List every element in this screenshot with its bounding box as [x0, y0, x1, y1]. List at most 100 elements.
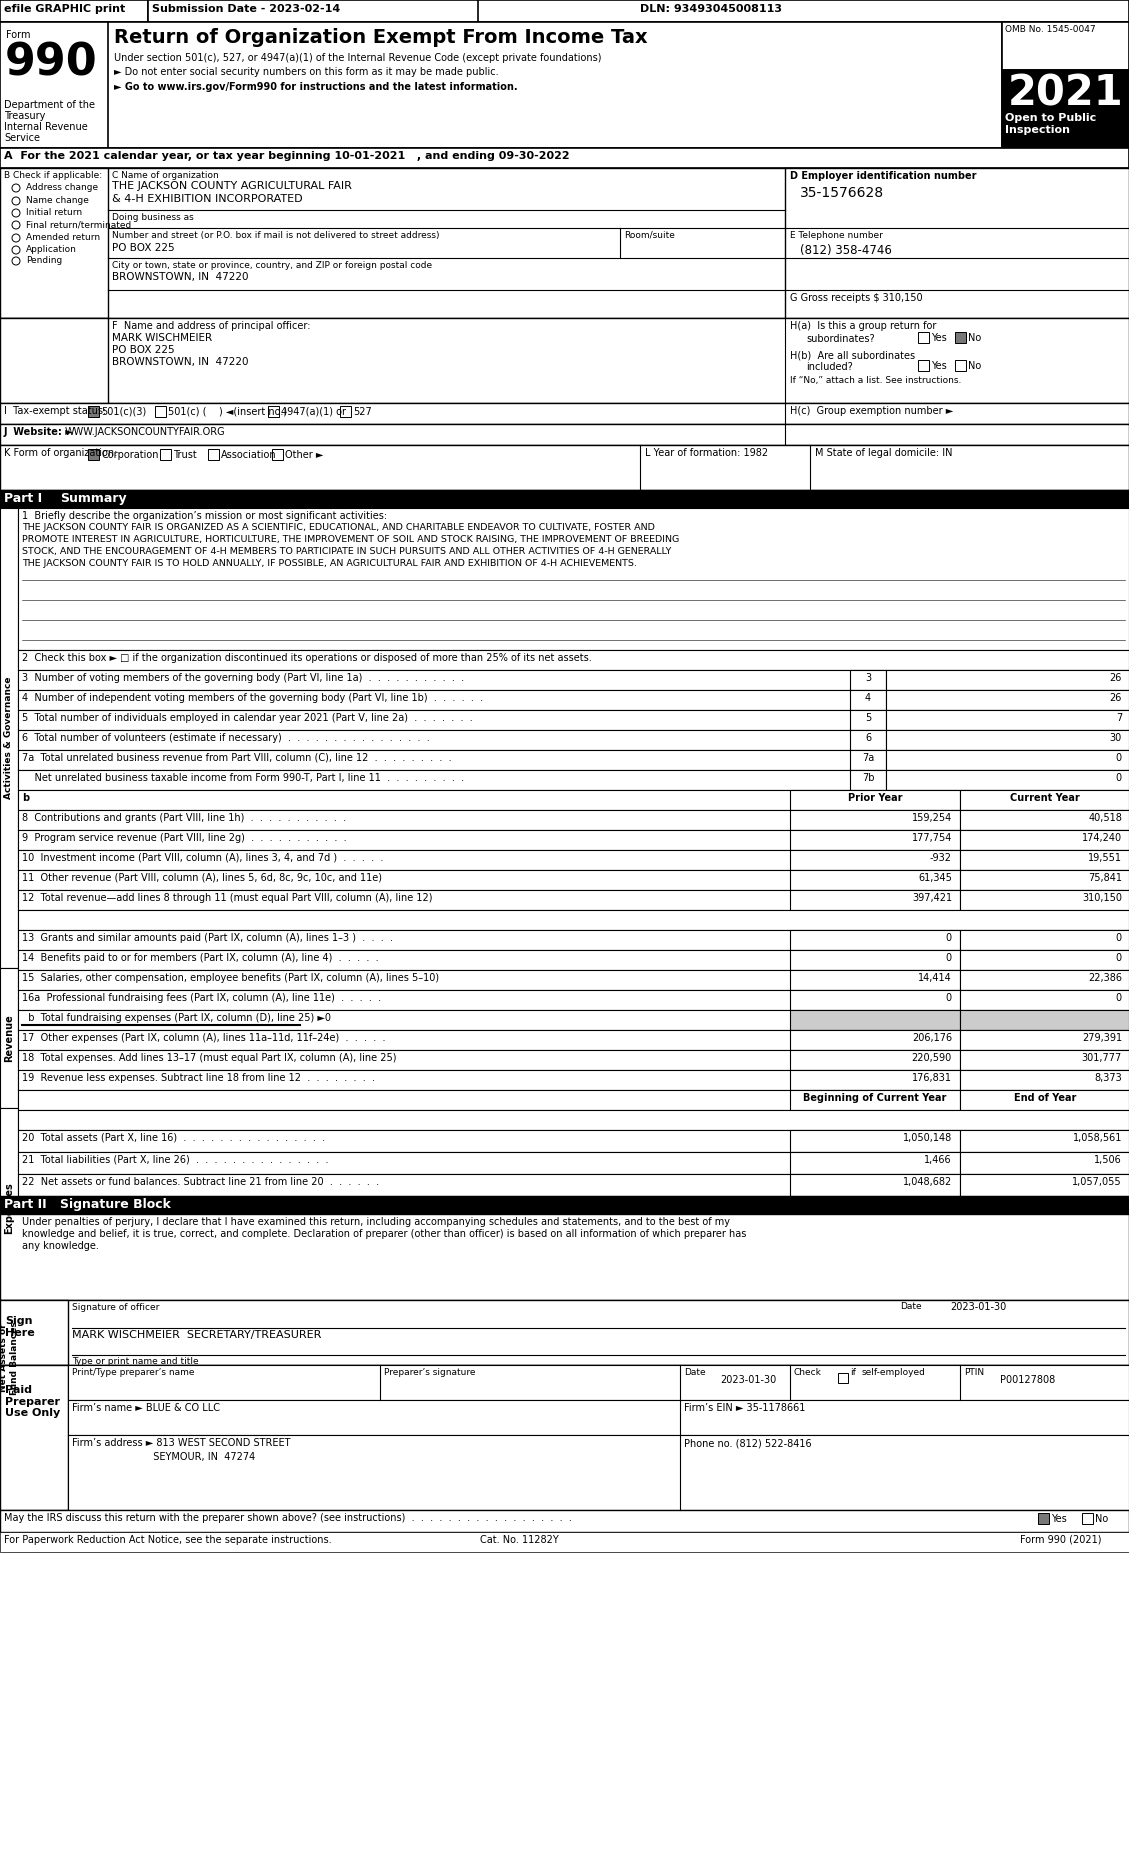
Bar	[886, 690, 1129, 710]
Bar	[0, 1107, 18, 1309]
Bar	[0, 319, 108, 403]
Bar	[790, 1130, 960, 1152]
Bar	[955, 360, 966, 371]
Text: PO BOX 225: PO BOX 225	[112, 242, 175, 254]
Text: Number and street (or P.O. box if mail is not delivered to street address): Number and street (or P.O. box if mail i…	[112, 231, 439, 240]
Text: Yes: Yes	[1051, 1514, 1067, 1525]
Text: PO BOX 225: PO BOX 225	[112, 345, 175, 354]
Bar	[960, 1090, 1129, 1109]
Bar	[960, 870, 1129, 889]
Bar	[18, 749, 1129, 770]
Bar	[18, 1031, 1129, 1049]
Bar	[790, 1070, 960, 1090]
Text: Current Year: Current Year	[1010, 792, 1079, 803]
Bar	[886, 749, 1129, 770]
Text: BROWNSTOWN, IN  47220: BROWNSTOWN, IN 47220	[112, 358, 248, 367]
Text: Room/suite: Room/suite	[624, 231, 675, 240]
Text: & 4-H EXHIBITION INCORPORATED: & 4-H EXHIBITION INCORPORATED	[112, 194, 303, 203]
Text: 177,754: 177,754	[911, 833, 952, 843]
Text: Amended return: Amended return	[26, 233, 100, 242]
Bar	[918, 360, 929, 371]
Bar	[18, 770, 1129, 790]
Text: H(a)  Is this a group return for: H(a) Is this a group return for	[790, 321, 936, 332]
Text: 1,048,682: 1,048,682	[903, 1176, 952, 1187]
Bar	[0, 1532, 1129, 1553]
Bar	[148, 0, 478, 22]
Text: 7: 7	[1115, 714, 1122, 723]
Text: 13  Grants and similar amounts paid (Part IX, column (A), lines 1–3 )  .  .  .  : 13 Grants and similar amounts paid (Part…	[21, 934, 393, 943]
Bar	[790, 1174, 960, 1197]
Text: Yes: Yes	[931, 362, 947, 371]
Text: Firm’s address ► 813 WEST SECOND STREET: Firm’s address ► 813 WEST SECOND STREET	[72, 1437, 290, 1448]
Text: 8,373: 8,373	[1094, 1074, 1122, 1083]
Bar	[790, 1049, 960, 1070]
Bar	[960, 889, 1129, 910]
Text: 22,386: 22,386	[1088, 973, 1122, 982]
Text: 4: 4	[865, 693, 872, 703]
Bar	[68, 1400, 1129, 1435]
Text: any knowledge.: any knowledge.	[21, 1241, 99, 1251]
Bar	[790, 829, 960, 850]
Circle shape	[12, 209, 20, 216]
Text: 527: 527	[353, 406, 371, 418]
Text: THE JACKSON COUNTY FAIR IS ORGANIZED AS A SCIENTIFIC, EDUCATIONAL, AND CHARITABL: THE JACKSON COUNTY FAIR IS ORGANIZED AS …	[21, 524, 655, 531]
Text: Signature of officer: Signature of officer	[72, 1303, 159, 1312]
Text: Corporation: Corporation	[100, 449, 158, 460]
Text: H(b)  Are all subordinates: H(b) Are all subordinates	[790, 350, 916, 360]
Text: 5: 5	[865, 714, 872, 723]
Text: 2  Check this box ► □ if the organization discontinued its operations or dispose: 2 Check this box ► □ if the organization…	[21, 652, 592, 664]
Text: P00127808: P00127808	[1000, 1376, 1056, 1385]
Text: 501(c) (    ) ◄(insert no.): 501(c) ( ) ◄(insert no.)	[168, 406, 287, 418]
Bar	[0, 403, 1129, 423]
Bar	[838, 1374, 848, 1383]
Text: 35-1576628: 35-1576628	[800, 186, 884, 199]
Bar	[886, 770, 1129, 790]
Bar	[790, 790, 960, 811]
Text: 174,240: 174,240	[1082, 833, 1122, 843]
Bar	[960, 990, 1129, 1010]
Bar	[0, 22, 1129, 147]
Text: Treasury: Treasury	[5, 112, 45, 121]
Text: Summary: Summary	[60, 492, 126, 505]
Text: K Form of organization:: K Form of organization:	[5, 447, 117, 459]
Bar	[18, 910, 1129, 930]
Bar	[960, 829, 1129, 850]
Bar	[960, 1010, 1129, 1031]
Bar	[272, 449, 283, 460]
Text: 2021: 2021	[1008, 73, 1123, 114]
Text: Net unrelated business taxable income from Form 990-T, Part I, line 11  .  .  . : Net unrelated business taxable income fr…	[21, 774, 464, 783]
Bar	[960, 930, 1129, 951]
Text: J  Website: ►: J Website: ►	[5, 427, 73, 436]
Text: Activities & Governance: Activities & Governance	[5, 677, 14, 800]
Text: b  Total fundraising expenses (Part IX, column (D), line 25) ►0: b Total fundraising expenses (Part IX, c…	[21, 1012, 331, 1023]
Text: if: if	[850, 1368, 856, 1377]
Bar	[18, 850, 1129, 870]
Bar	[18, 829, 1129, 850]
Text: Yes: Yes	[931, 334, 947, 343]
Text: 26: 26	[1110, 673, 1122, 682]
Text: Preparer’s signature: Preparer’s signature	[384, 1368, 475, 1377]
Text: Date: Date	[900, 1301, 921, 1310]
Text: b: b	[21, 792, 29, 803]
Text: Cat. No. 11282Y: Cat. No. 11282Y	[480, 1534, 559, 1545]
Text: self-employed: self-employed	[863, 1368, 926, 1377]
Bar	[790, 1090, 960, 1109]
Text: 10  Investment income (Part VIII, column (A), lines 3, 4, and 7d )  .  .  .  .  : 10 Investment income (Part VIII, column …	[21, 854, 384, 863]
Bar	[886, 669, 1129, 690]
Text: End of Year: End of Year	[1014, 1092, 1076, 1103]
Circle shape	[12, 246, 20, 254]
Bar	[160, 449, 170, 460]
Text: Under section 501(c), 527, or 4947(a)(1) of the Internal Revenue Code (except pr: Under section 501(c), 527, or 4947(a)(1)…	[114, 52, 602, 63]
Text: PROMOTE INTEREST IN AGRICULTURE, HORTICULTURE, THE IMPROVEMENT OF SOIL AND STOCK: PROMOTE INTEREST IN AGRICULTURE, HORTICU…	[21, 535, 680, 544]
Text: Pending: Pending	[26, 255, 62, 265]
Text: 26: 26	[1110, 693, 1122, 703]
Bar	[18, 669, 1129, 690]
Text: 9  Program service revenue (Part VIII, line 2g)  .  .  .  .  .  .  .  .  .  .  .: 9 Program service revenue (Part VIII, li…	[21, 833, 347, 843]
Bar	[18, 889, 1129, 910]
Text: F  Name and address of principal officer:: F Name and address of principal officer:	[112, 321, 310, 332]
Bar	[850, 690, 886, 710]
Text: 1,506: 1,506	[1094, 1156, 1122, 1165]
Bar	[960, 1174, 1129, 1197]
Text: 7b: 7b	[861, 774, 874, 783]
Text: Beginning of Current Year: Beginning of Current Year	[804, 1092, 947, 1103]
